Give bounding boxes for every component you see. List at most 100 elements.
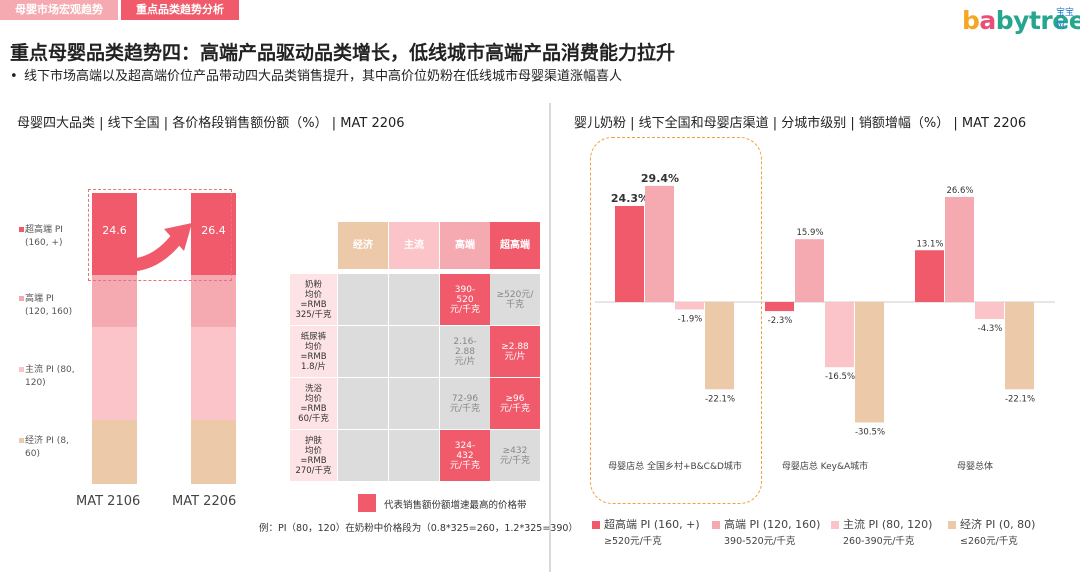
matrix-header: 高端 [440, 222, 490, 269]
matrix-row-label-line: 270/千克 [295, 465, 332, 476]
bar-data-label: 24.3% [611, 192, 649, 205]
matrix-cell [338, 326, 388, 377]
matrix-cell: 324- 432 元/千克 [440, 430, 490, 481]
matrix-row-label-text: 洗浴 均价 =RMB 60/千克 [298, 384, 329, 424]
matrix-row-label-line: 奶粉 [304, 279, 322, 290]
matrix-cell-line: 元/千克 [499, 403, 531, 414]
matrix-row-label-line: =RMB [300, 351, 327, 362]
matrix-cell [338, 430, 388, 481]
legend-swatch [19, 296, 24, 301]
bar-segment [92, 420, 137, 484]
matrix-row-label: 纸尿裤 均价 =RMB 1.8/片 [290, 326, 337, 377]
matrix-cell-text: 324- 432 元/千克 [450, 441, 480, 471]
legend-sublabel: 390-520元/千克 [724, 536, 796, 547]
matrix-cell-line: 432 [456, 450, 474, 461]
legend-label-line2: 60) [25, 449, 40, 459]
matrix-row-label-line: 1.8/片 [301, 361, 326, 372]
bar-segment [191, 420, 236, 484]
bar-data-label: -4.3% [978, 324, 1003, 334]
legend-sublabel: ≤260元/千克 [960, 536, 1018, 547]
legend-label: 经济 PI (0, 80) [960, 518, 1036, 531]
matrix-cell: ≥96 元/千克 [490, 378, 540, 429]
x-category-label: 母婴店总 Key&A城市 [782, 460, 868, 472]
right-legend-item: 高端 PI (120, 160) [712, 516, 820, 532]
left-legend-item: 经济 PI (8, 60) [19, 435, 69, 461]
matrix-cell-text: ≥432 元/千克 [500, 446, 530, 466]
bar-data-label: -2.3% [768, 316, 793, 326]
matrix-cell: 72-96 元/千克 [440, 378, 490, 429]
matrix-cell-line: ≥2.88 [501, 341, 529, 352]
matrix-cell-text: 72-96 元/千克 [450, 394, 480, 414]
matrix-row-label-line: 均价 [304, 341, 322, 352]
matrix-row-label-text: 奶粉 均价 =RMB 325/千克 [295, 280, 331, 320]
matrix-cell: 2.16- 2.88 元/片 [440, 326, 490, 377]
bar-data-label: -1.9% [678, 315, 703, 325]
right-legend-item: 主流 PI (80, 120) [831, 516, 932, 532]
matrix-row-label: 洗浴 均价 =RMB 60/千克 [290, 378, 337, 429]
bar [615, 206, 644, 302]
focus-dashed-box [590, 137, 762, 504]
tab-key-category-analysis[interactable]: 重点品类趋势分析 [121, 0, 239, 20]
left-legend-item: 高端 PI (120, 160) [19, 293, 72, 319]
legend-label-line2: 120) [25, 378, 46, 388]
matrix-row-label: 奶粉 均价 =RMB 325/千克 [290, 274, 337, 325]
left-legend-item: 主流 PI (80, 120) [19, 364, 75, 390]
bar-data-label: 24.6 [102, 224, 127, 237]
logo-cn-text: 宝宝树 [1056, 8, 1075, 31]
bar-segment [191, 327, 236, 420]
matrix-row-label-line: 325/千克 [295, 309, 332, 320]
tab-market-macro-trend[interactable]: 母婴市场宏观趋势 [0, 0, 118, 20]
x-tick-mat2106: MAT 2106 [76, 494, 141, 509]
matrix-cell-line: 元/千克 [449, 460, 481, 471]
left-chart-title: 母婴四大品类 | 线下全国 | 各价格段销售额份额（%） | MAT 2206 [17, 116, 405, 131]
matrix-row-label-line: 护肤 [304, 435, 322, 446]
legend-label-line2: (160, +) [25, 238, 63, 248]
matrix-cell-line: 2.88 [454, 346, 476, 357]
right-legend-item: 超高端 PI (160, +) [592, 516, 700, 532]
matrix-cell [338, 274, 388, 325]
bar-data-label: -30.5% [855, 427, 885, 437]
legend-swatch [831, 521, 839, 529]
matrix-row-label: 护肤 均价 =RMB 270/千克 [290, 430, 337, 481]
matrix-cell [389, 274, 439, 325]
matrix-cell-text: ≥96 元/千克 [500, 394, 530, 414]
matrix-cell-line: 324- [454, 440, 476, 451]
matrix-cell: ≥520元/千克 [490, 274, 540, 325]
matrix-cell-text: ≥520元/千克 [497, 290, 534, 310]
bar-data-label: 26.6% [946, 186, 973, 196]
matrix-row-label-line: =RMB [300, 455, 327, 466]
matrix-cell [338, 378, 388, 429]
matrix-cell-text: 2.16- 2.88 元/片 [453, 337, 476, 367]
matrix-cell-line: 2.16- [453, 336, 477, 347]
bar [1005, 302, 1034, 390]
matrix-cell: ≥2.88 元/片 [490, 326, 540, 377]
bar-segment [191, 275, 236, 327]
legend-swatch [592, 521, 600, 529]
highlight-legend-text: 代表销售额份额增速最高的价格带 [384, 500, 527, 511]
bar [795, 239, 824, 302]
legend-label: 高端 PI (120, 160) [724, 518, 821, 531]
matrix-row-label-line: =RMB [300, 299, 327, 310]
babytree-logo: babytree [962, 6, 1080, 35]
legend-sublabel: ≥520元/千克 [604, 536, 662, 547]
matrix-cell [389, 430, 439, 481]
right-chart-title: 婴儿奶粉 | 线下全国和母婴店渠道 | 分城市级别 | 销额增幅（%） | MA… [574, 116, 1027, 131]
matrix-cell-line: ≥432 [502, 445, 528, 456]
x-tick-mat2206: MAT 2206 [172, 494, 237, 509]
matrix-row-label-line: 均价 [304, 393, 322, 404]
matrix-cell-line: 千克 [505, 299, 524, 310]
highlight-legend-swatch [358, 494, 376, 512]
bar-segment [191, 193, 236, 275]
highlight-dashed-box [88, 189, 232, 281]
page-title: 重点母婴品类趋势四：高端产品驱动品类增长，低线城市高端产品消费能力拉升 [10, 42, 676, 64]
legend-label-line1: 经济 PI (8, [25, 436, 69, 446]
bar-segment [92, 275, 137, 327]
matrix-cell-text: 390- 520 元/千克 [450, 285, 480, 315]
bar-data-label: 15.9% [796, 228, 823, 238]
matrix-cell-line: 72-96 [451, 393, 479, 404]
matrix-cell [389, 326, 439, 377]
x-category-label: 母婴总体 [957, 460, 993, 472]
legend-swatch [19, 227, 24, 232]
bar [945, 196, 974, 302]
matrix-cell-line: 390- [454, 284, 476, 295]
